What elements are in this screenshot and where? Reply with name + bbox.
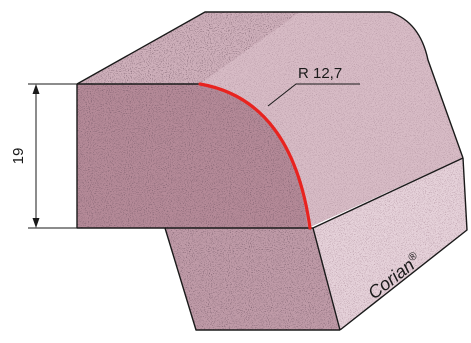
height-arrow-top-icon [32,84,40,94]
front-face [77,84,308,228]
height-dimension-line [28,83,77,229]
radius-arc [198,82,312,230]
bottom-face [165,228,340,330]
outline-bottom-edge [164,227,340,331]
outline-right-edge [339,157,468,331]
height-label: 19 [10,148,27,165]
curved-surface [200,12,463,228]
outline-vertical-corner [312,227,341,331]
outline-top-right-curve [389,11,464,159]
radius-leader-line [267,83,360,107]
height-arrow-bottom-icon [32,218,40,228]
outline-top-left-edge [76,11,390,85]
outline-front-slab [76,84,464,229]
right-face [313,158,467,330]
radius-label: R 12,7 [298,65,342,82]
edge-outlines [76,11,468,331]
